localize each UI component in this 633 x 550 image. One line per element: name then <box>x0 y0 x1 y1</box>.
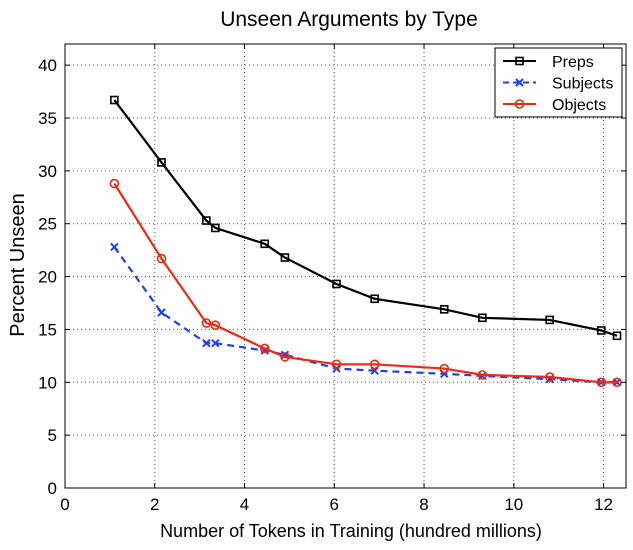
series-line-subjects <box>113 246 618 384</box>
data-point-objects <box>280 352 290 362</box>
data-point-objects <box>439 363 450 374</box>
data-point-objects <box>259 343 270 354</box>
data-point-objects <box>477 370 488 380</box>
legend-swatch-marker <box>514 99 525 109</box>
data-point-preps <box>370 294 379 304</box>
data-point-objects <box>544 372 555 382</box>
legend-swatch-marker <box>515 56 524 66</box>
x-tick-label: 4 <box>240 495 249 514</box>
x-marker-stroke <box>280 350 290 360</box>
data-point-preps <box>612 331 622 341</box>
x-marker-stroke <box>260 346 269 355</box>
data-point-objects <box>210 320 221 331</box>
data-point-preps <box>545 315 555 325</box>
series-objects <box>109 178 622 388</box>
data-point-subjects <box>157 308 166 317</box>
legend: Preps Subjects Objects <box>494 47 623 118</box>
x-marker-stroke <box>202 338 211 348</box>
data-point-preps <box>332 279 341 289</box>
y-tick-label: 15 <box>38 320 57 339</box>
grid-lines <box>65 44 626 488</box>
y-tick-label: 10 <box>38 373 57 392</box>
y-axis-label: Percent Unseen <box>7 193 29 336</box>
series-line-preps <box>113 99 618 337</box>
plot-frame <box>64 43 627 489</box>
data-point-subjects <box>110 242 119 252</box>
data-series <box>109 95 622 388</box>
y-tick-label: 20 <box>38 268 57 287</box>
legend-label: Subjects <box>552 76 613 93</box>
x-marker-stroke <box>157 308 166 317</box>
data-point-subjects <box>202 338 211 348</box>
chart-title: Unseen Arguments by Type <box>220 8 478 31</box>
x-marker-stroke <box>110 242 119 252</box>
data-point-preps <box>439 305 449 314</box>
data-point-preps <box>280 253 290 262</box>
x-tick-label: 6 <box>330 495 339 514</box>
data-point-preps <box>202 216 211 225</box>
data-point-objects <box>109 178 120 189</box>
legend-entry-objects: Objects <box>503 97 606 114</box>
x-tick-label: 8 <box>419 495 428 514</box>
data-point-preps <box>478 313 487 323</box>
data-point-preps <box>597 326 606 335</box>
y-tick-label: 25 <box>38 215 57 234</box>
data-point-objects <box>156 253 167 264</box>
data-point-objects <box>596 377 607 388</box>
legend-label: Preps <box>552 54 594 71</box>
data-point-preps <box>260 239 270 249</box>
data-point-subjects <box>211 338 220 348</box>
y-tick-label: 35 <box>38 109 57 128</box>
y-tick-label: 30 <box>38 162 57 181</box>
series-preps <box>110 95 622 341</box>
data-point-preps <box>157 158 166 167</box>
y-tick-label: 5 <box>48 426 57 445</box>
x-tick-label: 2 <box>150 495 159 514</box>
x-marker-stroke <box>515 78 524 87</box>
data-point-preps <box>110 95 119 105</box>
legend-label: Objects <box>552 97 606 114</box>
legend-entry-preps: Preps <box>503 54 594 71</box>
x-axis-label: Number of Tokens in Training (hundred mi… <box>160 521 542 541</box>
data-point-objects <box>201 318 212 328</box>
legend-entry-subjects: Subjects <box>503 76 613 93</box>
data-point-preps <box>211 223 220 233</box>
x-marker-stroke <box>211 338 220 348</box>
x-tick-label: 10 <box>504 495 523 514</box>
data-point-objects <box>369 359 380 370</box>
series-line-objects <box>113 182 618 384</box>
x-tick-label: 12 <box>594 495 613 514</box>
axis-ticks: 0 2 4 6 8 10 12 0 5 10 15 20 25 30 35 40 <box>38 44 626 514</box>
y-tick-label: 40 <box>38 56 57 75</box>
legend-swatch-marker <box>515 78 524 87</box>
y-tick-label: 0 <box>48 479 57 498</box>
x-tick-label: 0 <box>60 495 69 514</box>
data-point-objects <box>331 359 342 370</box>
